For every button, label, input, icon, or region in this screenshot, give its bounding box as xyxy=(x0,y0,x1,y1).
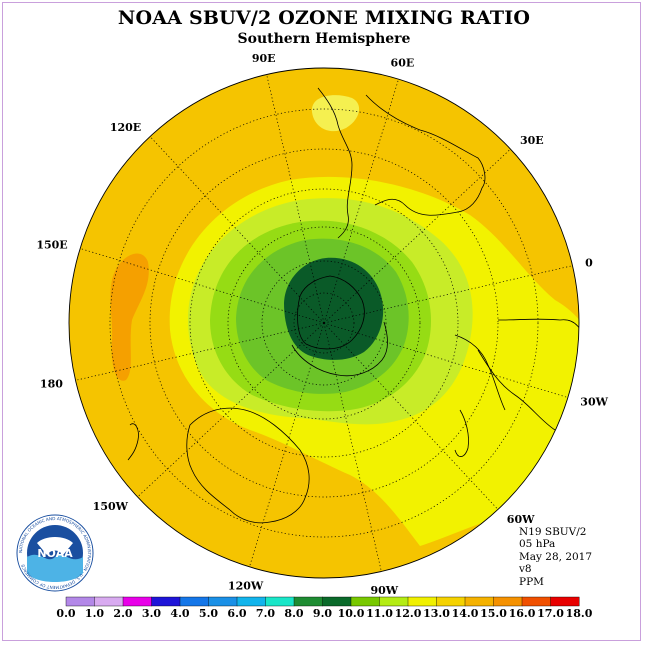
meridian-label-180: 180 xyxy=(40,377,63,390)
colorbar-swatch xyxy=(208,596,238,607)
meridian-line-90E xyxy=(266,74,325,324)
colorbar-tick-label: 18.0 xyxy=(566,607,593,620)
meridian-label-60E: 60E xyxy=(391,57,415,70)
ozone-field-8 xyxy=(284,257,384,360)
colorbar-swatch xyxy=(293,596,323,607)
info-units: PPM xyxy=(519,575,544,588)
map-subtitle: Southern Hemisphere xyxy=(237,31,411,47)
colorbar-tick-label: 7.0 xyxy=(256,607,275,620)
colorbar-tick-label: 0.0 xyxy=(56,607,75,620)
lat-circle-80 xyxy=(293,292,355,354)
meridian-label-150E: 150E xyxy=(36,239,67,252)
meridian-label-60W: 60W xyxy=(507,513,535,526)
map-title: NOAA SBUV/2 OZONE MIXING RATIO xyxy=(117,7,531,29)
meridian-line-0 xyxy=(323,265,573,324)
info-date: May 28, 2017 xyxy=(519,550,593,563)
info-satellite: N19 SBUV/2 xyxy=(519,526,587,538)
colorbar-swatch xyxy=(464,596,494,607)
newzealand-coast xyxy=(127,423,139,461)
colorbar-tick-label: 15.0 xyxy=(480,607,507,620)
meridian-label-90E: 90E xyxy=(252,52,276,65)
colorbar-swatch xyxy=(151,596,181,607)
noaa-logo-text: NOAA xyxy=(37,547,73,560)
colorbar-swatch xyxy=(350,596,380,607)
colorbar-tick-label: 9.0 xyxy=(313,607,332,620)
meridian-line-30E xyxy=(323,148,511,324)
info-block: N19 SBUV/2 05 hPa May 28, 2017 v8 PPM xyxy=(519,526,592,588)
colorbar-tick-label: 3.0 xyxy=(142,607,161,620)
colorbar-swatch xyxy=(436,596,466,607)
antarctica-coast xyxy=(297,275,365,350)
colorbar-swatch xyxy=(236,596,266,607)
colorbar-swatch xyxy=(407,596,437,607)
lat-circle-60 xyxy=(227,226,421,420)
meridian-label-120E: 120E xyxy=(110,121,141,134)
colorbar-swatch xyxy=(322,596,352,607)
meridian-label-90W: 90W xyxy=(370,584,398,597)
meridian-line-90W xyxy=(323,322,382,572)
colorbar: 0.0 1.0 2.0 3.0 4.0 5.0 6.0 7.0 8.0 9.0 10.0 11.0 12… xyxy=(56,596,593,620)
noaa-logo: NOAA NATIONAL OCEANIC AND ATMOSPHERIC AD… xyxy=(16,514,94,592)
ozone-patch-13-north xyxy=(311,95,360,132)
meridian-label-120W: 120W xyxy=(228,579,264,592)
meridian-label-30E: 30E xyxy=(520,134,544,147)
colorbar-swatch xyxy=(265,596,295,607)
colorbar-swatch xyxy=(179,596,209,607)
map-boundary xyxy=(68,67,580,579)
ozone-patch-15-west xyxy=(110,253,149,381)
colorbar-swatch xyxy=(379,596,409,607)
meridian-line-150W xyxy=(137,322,325,498)
australia-coast xyxy=(186,407,310,524)
meridian-line-180 xyxy=(75,322,325,381)
colorbar-tick-label: 6.0 xyxy=(227,607,246,620)
info-version: v8 xyxy=(519,563,532,576)
colorbar-swatch xyxy=(94,596,124,607)
meridian-line-150E xyxy=(80,248,325,324)
colorbar-tick-label: 1.0 xyxy=(85,607,104,620)
meridian-label-30W: 30W xyxy=(580,395,608,408)
colorbar-tick-label: 5.0 xyxy=(199,607,218,620)
meridian-line-120W xyxy=(249,322,325,567)
colorbar-tick-label: 17.0 xyxy=(537,607,564,620)
info-level: 05 hPa xyxy=(519,538,556,551)
lat-circle-30 xyxy=(109,108,539,538)
colorbar-tick-label: 13.0 xyxy=(423,607,450,620)
lat-circle-50 xyxy=(189,188,459,458)
colorbar-tick-label: 16.0 xyxy=(509,607,536,620)
colorbar-swatch xyxy=(521,596,551,607)
antarctica-coast-outer xyxy=(291,321,388,377)
meridian-label-150W: 150W xyxy=(93,500,129,513)
meridian-label-0: 0 xyxy=(585,257,593,270)
meridian-line-60E xyxy=(323,79,399,324)
colorbar-tick-label: 2.0 xyxy=(113,607,132,620)
figure-frame xyxy=(2,2,641,641)
meridian-line-30W xyxy=(323,322,568,398)
colorbar-swatch xyxy=(493,596,523,607)
lat-circle-40 xyxy=(149,148,499,498)
lat-circle-70 xyxy=(261,260,387,386)
madagascar-coast xyxy=(454,409,469,457)
colorbar-swatch xyxy=(550,596,580,607)
meridian-line-120E xyxy=(149,136,325,324)
south-america-coast xyxy=(317,87,486,239)
colorbar-tick-label: 4.0 xyxy=(170,607,189,620)
indian-ocean-coast xyxy=(454,334,506,411)
colorbar-tick-label: 11.0 xyxy=(366,607,393,620)
colorbar-tick-label: 8.0 xyxy=(284,607,303,620)
colorbar-swatch xyxy=(122,596,152,607)
colorbar-tick-label: 14.0 xyxy=(452,607,479,620)
meridian-line-60W xyxy=(323,322,499,510)
colorbar-tick-label: 12.0 xyxy=(395,607,422,620)
colorbar-tick-label: 10.0 xyxy=(338,607,365,620)
colorbar-swatch xyxy=(65,596,95,607)
